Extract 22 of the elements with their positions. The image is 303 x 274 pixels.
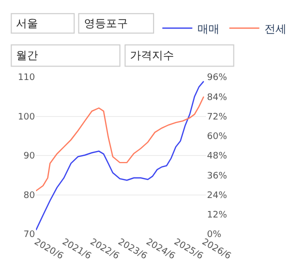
text: 서울 <box>16 17 38 30</box>
y-tick-label: 90 <box>24 152 36 162</box>
text: 영등포구 <box>84 17 128 30</box>
y2-tick-label: 60% <box>207 132 228 142</box>
text: 월간 <box>16 49 38 62</box>
line-series <box>36 96 204 192</box>
legend-label: 전세 <box>264 22 286 36</box>
line-series <box>36 80 204 231</box>
y-tick-label: 100 <box>18 112 36 122</box>
text: 가격지수 <box>130 49 174 62</box>
y-tick-label: 70 <box>24 230 36 240</box>
y2-tick-label: 12% <box>207 210 228 221</box>
y2-tick-label: 24% <box>207 190 228 201</box>
y2-tick-label: 0% <box>207 230 222 240</box>
y-tick-label: 80 <box>24 190 36 201</box>
y2-tick-label: 96% <box>207 73 228 84</box>
y2-tick-label: 84% <box>207 92 228 103</box>
y-tick-label: 110 <box>18 73 36 84</box>
y2-tick-label: 72% <box>207 112 228 122</box>
y2-tick-label: 48% <box>207 152 228 162</box>
y2-tick-label: 36% <box>207 171 228 182</box>
legend-label: 매매 <box>197 22 220 36</box>
